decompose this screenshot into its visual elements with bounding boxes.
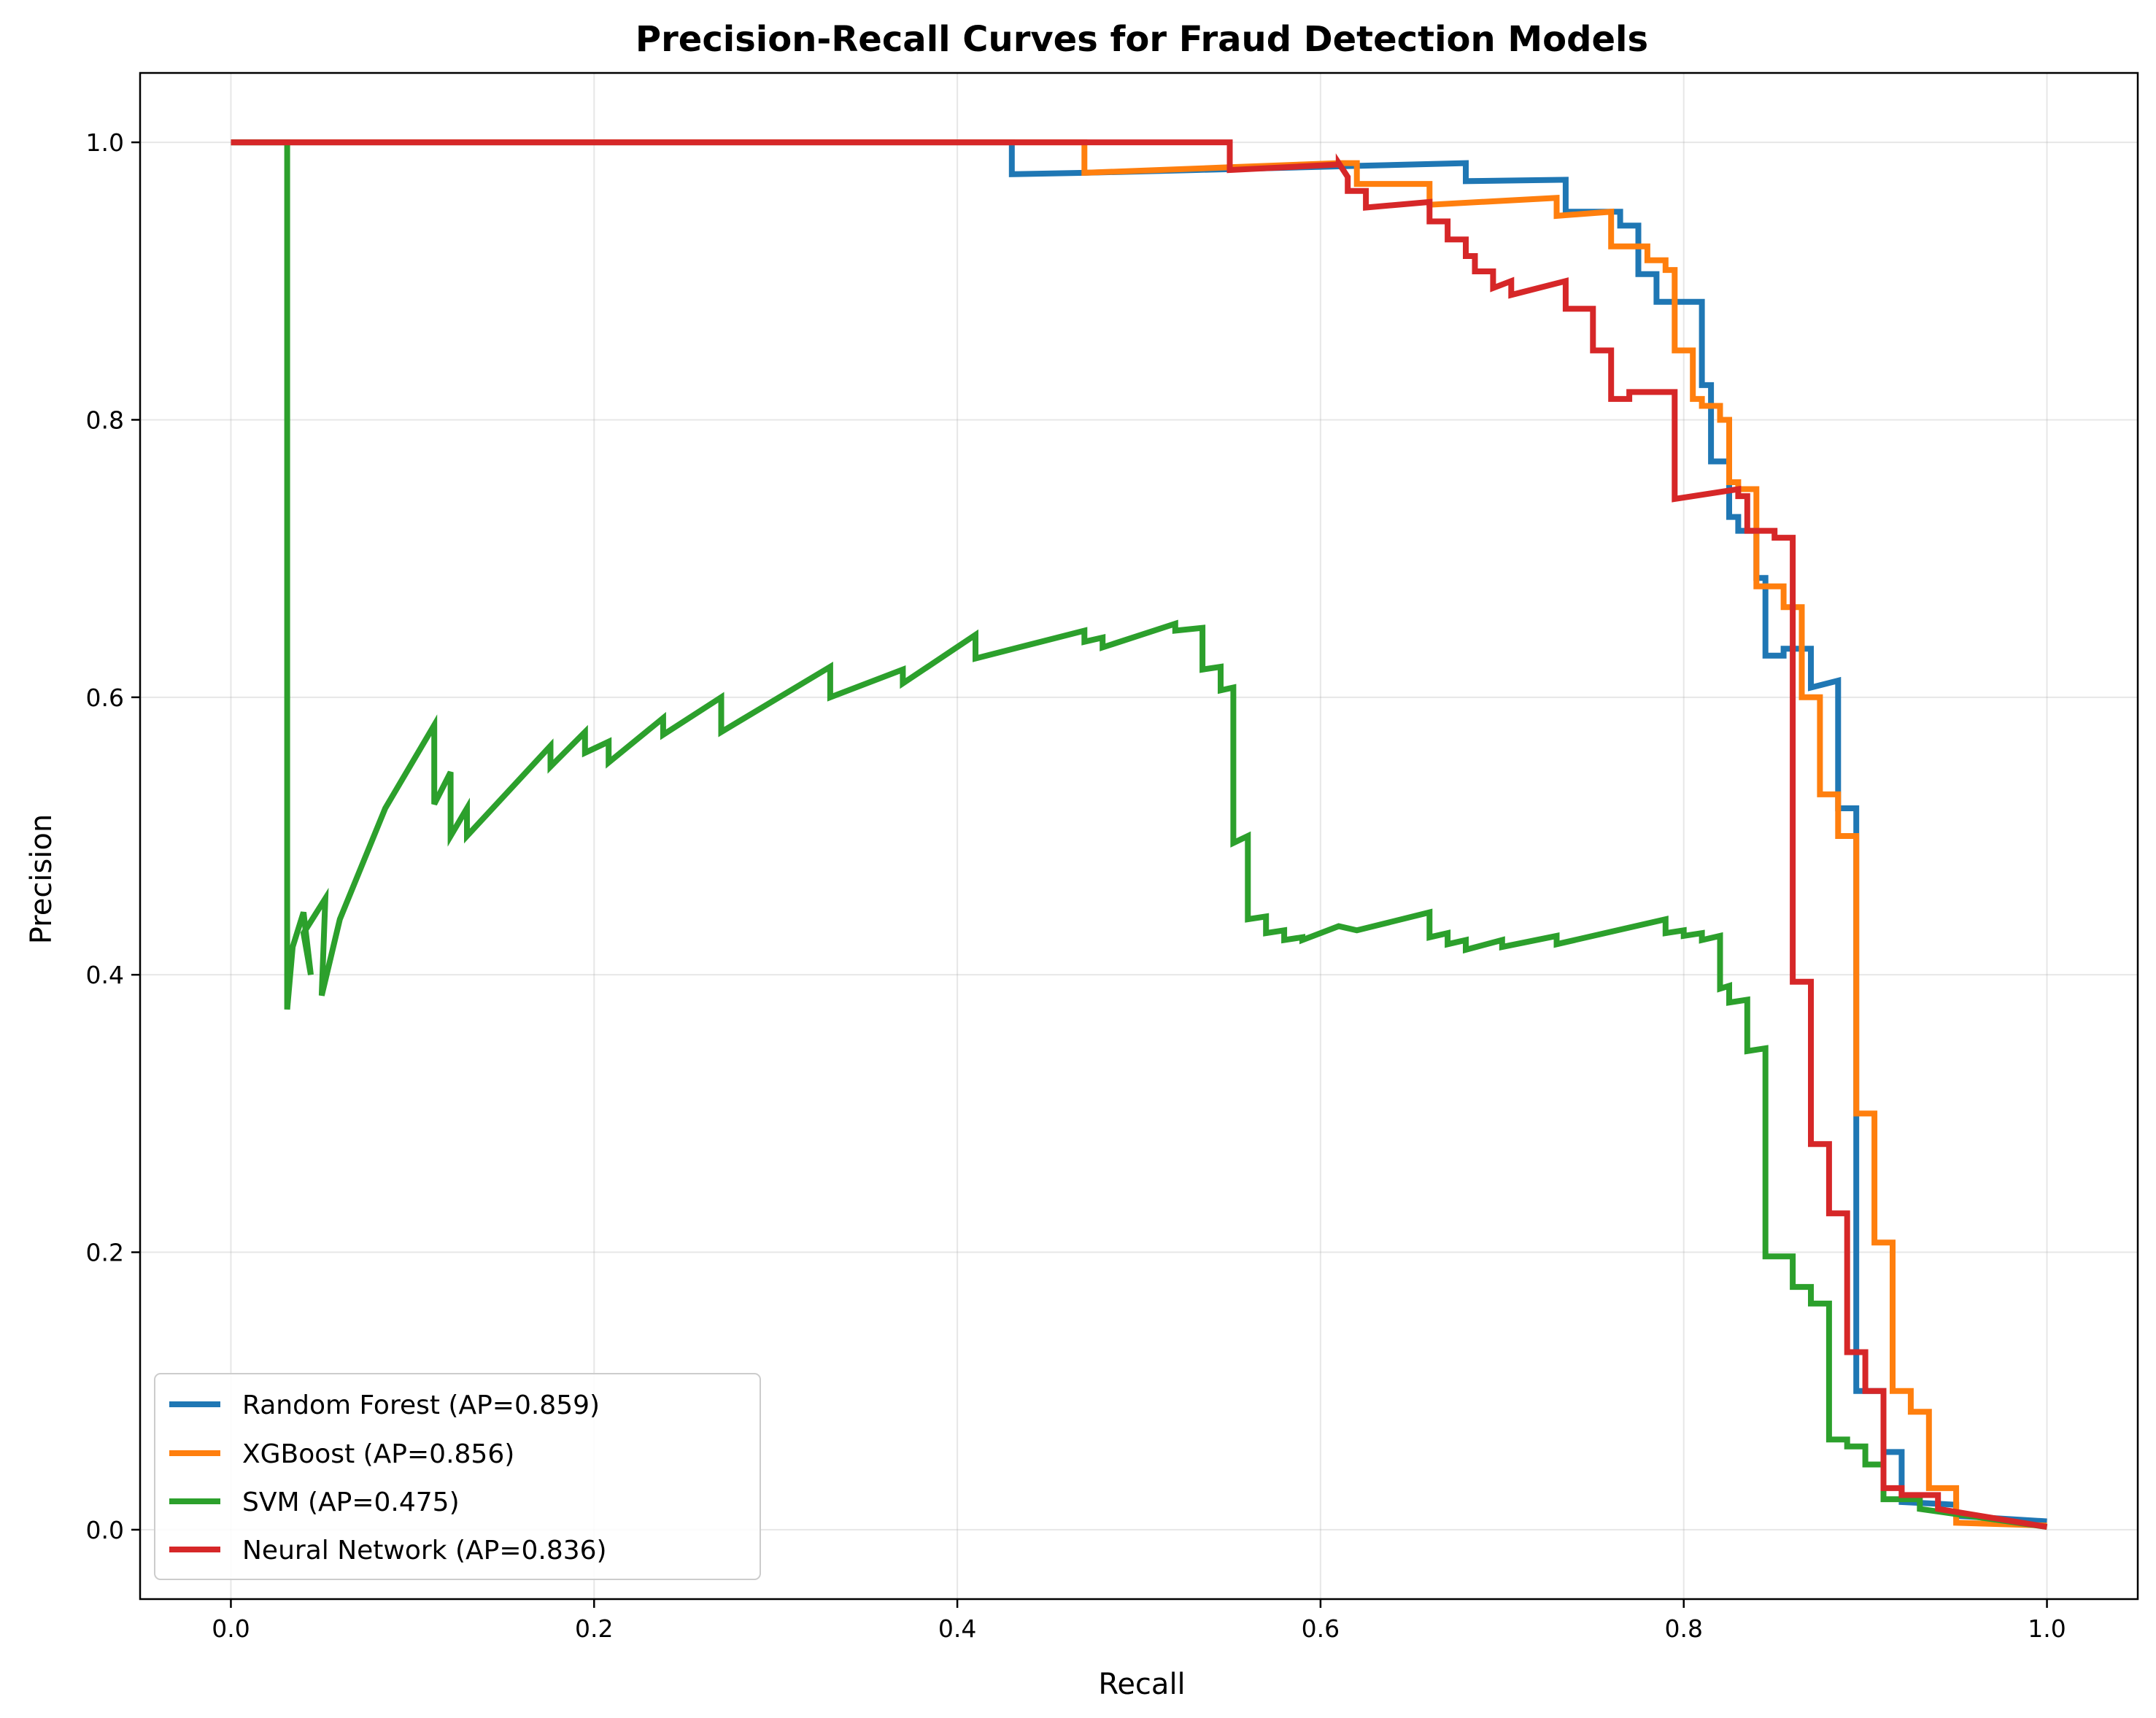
y-tick-label: 0.6 [86,684,124,712]
series-lines [231,139,2048,1531]
plot-frame [139,71,2139,1601]
legend: Random Forest (AP=0.859) XGBoost (AP=0.8… [154,1373,761,1580]
x-tick-label: 1.0 [2028,1614,2066,1643]
axis-ticks: 0.0 0.2 0.4 0.6 0.8 1.0 0.0 0.2 0.4 0.6 0.8 1.0 [86,128,2066,1643]
series-line-neural-network [231,139,2048,1531]
x-tick-label: 0.2 [575,1614,613,1643]
legend-label-svm: SVM (AP=0.475) [242,1487,460,1517]
y-tick-label: 1.0 [86,128,124,157]
x-tick-label: 0.8 [1664,1614,1702,1643]
legend-label-xgboost: XGBoost (AP=0.856) [242,1439,514,1469]
y-tick-label: 0.4 [86,961,124,989]
x-tick-label: 0.4 [938,1614,976,1643]
x-tick-label: 0.0 [212,1614,250,1643]
legend-label-random-forest: Random Forest (AP=0.859) [242,1390,600,1420]
y-tick-label: 0.8 [86,406,124,434]
series-line-random-forest [231,139,2047,1525]
series-line-xgboost [231,139,2047,1529]
x-axis-label: Recall [1098,1668,1185,1701]
x-tick-label: 0.6 [1302,1614,1340,1643]
series-line-svm [231,139,2048,1531]
legend-label-neural-network: Neural Network (AP=0.836) [242,1536,607,1566]
y-tick-label: 0.2 [86,1239,124,1267]
y-axis-label: Precision [25,814,58,944]
legend-box [154,1373,761,1580]
y-tick-label: 0.0 [86,1516,124,1544]
chart-title: Precision-Recall Curves for Fraud Detect… [635,19,1648,60]
